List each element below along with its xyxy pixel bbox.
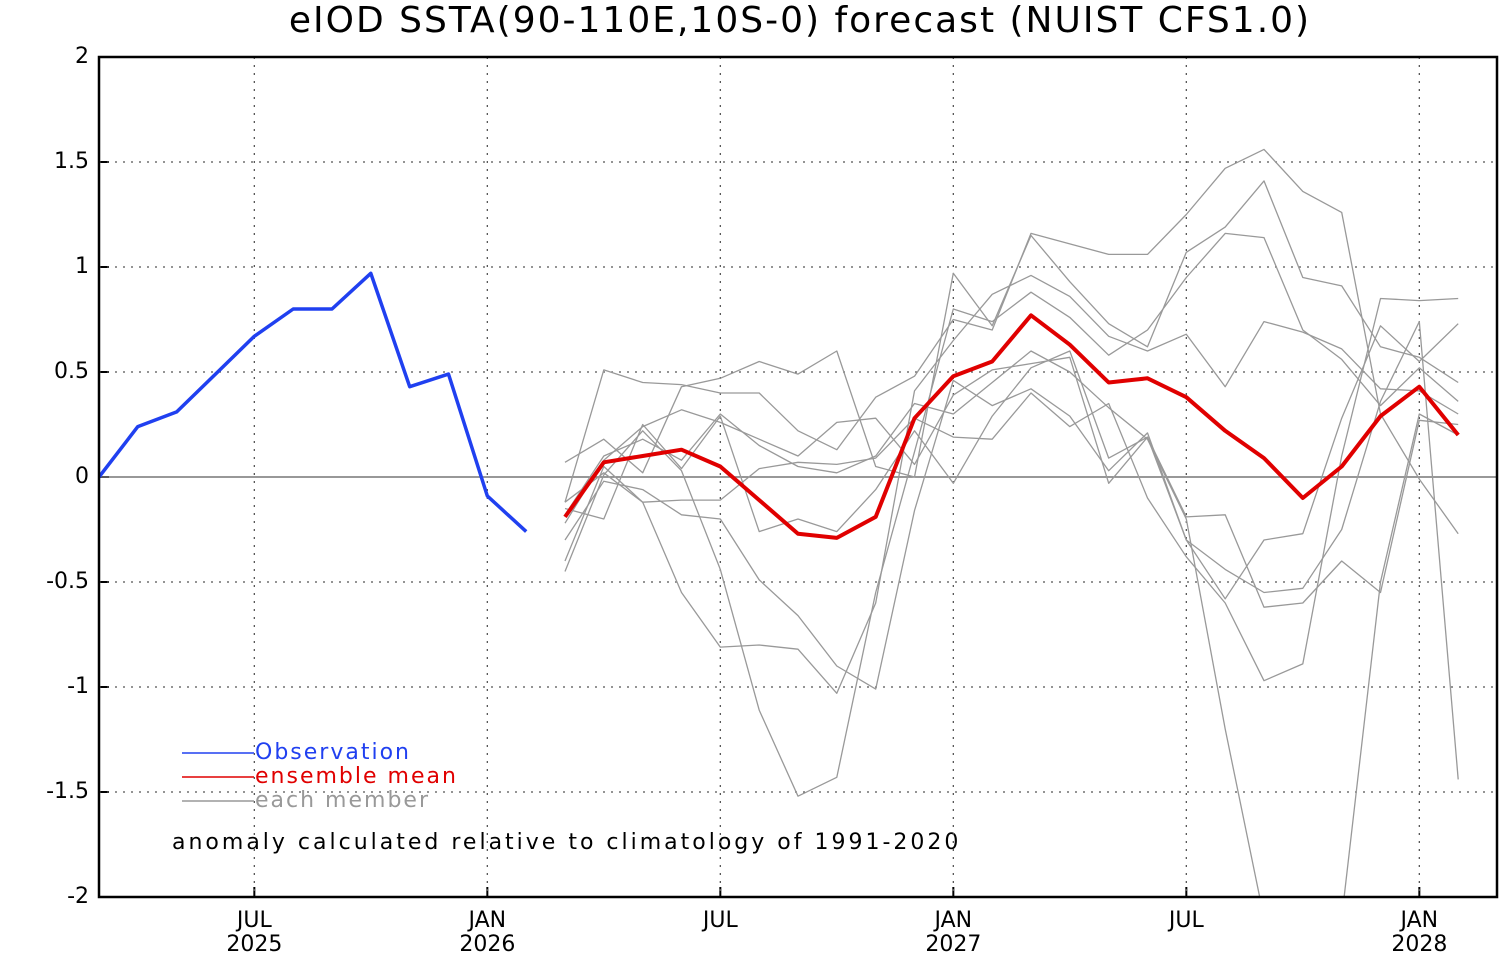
member-line [564, 320, 1459, 780]
x-tick-year: 2028 [1391, 932, 1447, 957]
x-tick-year: 2025 [226, 932, 282, 957]
x-tick-label: JAN [933, 908, 973, 933]
y-tick-label: -2 [67, 884, 89, 909]
chart-title: eIOD SSTA(90-110E,10S-0) forecast (NUIST… [289, 0, 1311, 41]
x-tick-label: JAN [1399, 908, 1439, 933]
member-line [564, 180, 1459, 478]
series-line [563, 313, 1460, 540]
y-tick-label: 2 [75, 44, 89, 69]
y-tick-label: 1.5 [54, 149, 89, 174]
x-tick-label: JUL [1167, 908, 1205, 933]
y-tick-label: -0.5 [46, 569, 89, 594]
member-line [564, 274, 1459, 694]
y-tick-label: -1.5 [46, 779, 89, 804]
y-tick-label: 1 [75, 254, 89, 279]
x-tick-label: JUL [235, 908, 273, 933]
member-line [564, 297, 1459, 682]
legend-label: each member [255, 788, 430, 813]
series-line [99, 271, 528, 533]
y-tick-label: 0 [75, 464, 89, 489]
annotation: anomaly calculated relative to climatolo… [172, 830, 961, 855]
x-tick-year: 2027 [925, 932, 981, 957]
member-line [564, 350, 1459, 897]
legend-label: ensemble mean [255, 764, 458, 789]
x-tick-label: JAN [467, 908, 507, 933]
plot-area [99, 148, 1460, 897]
member-line [564, 232, 1459, 797]
plot-frame [97, 55, 1499, 899]
member-line [564, 323, 1459, 600]
legend-label: Observation [255, 740, 411, 765]
y-tick-label: 0.5 [54, 359, 89, 384]
x-tick-label: JUL [701, 908, 739, 933]
y-tick-label: -1 [67, 674, 89, 699]
x-tick-year: 2026 [459, 932, 515, 957]
